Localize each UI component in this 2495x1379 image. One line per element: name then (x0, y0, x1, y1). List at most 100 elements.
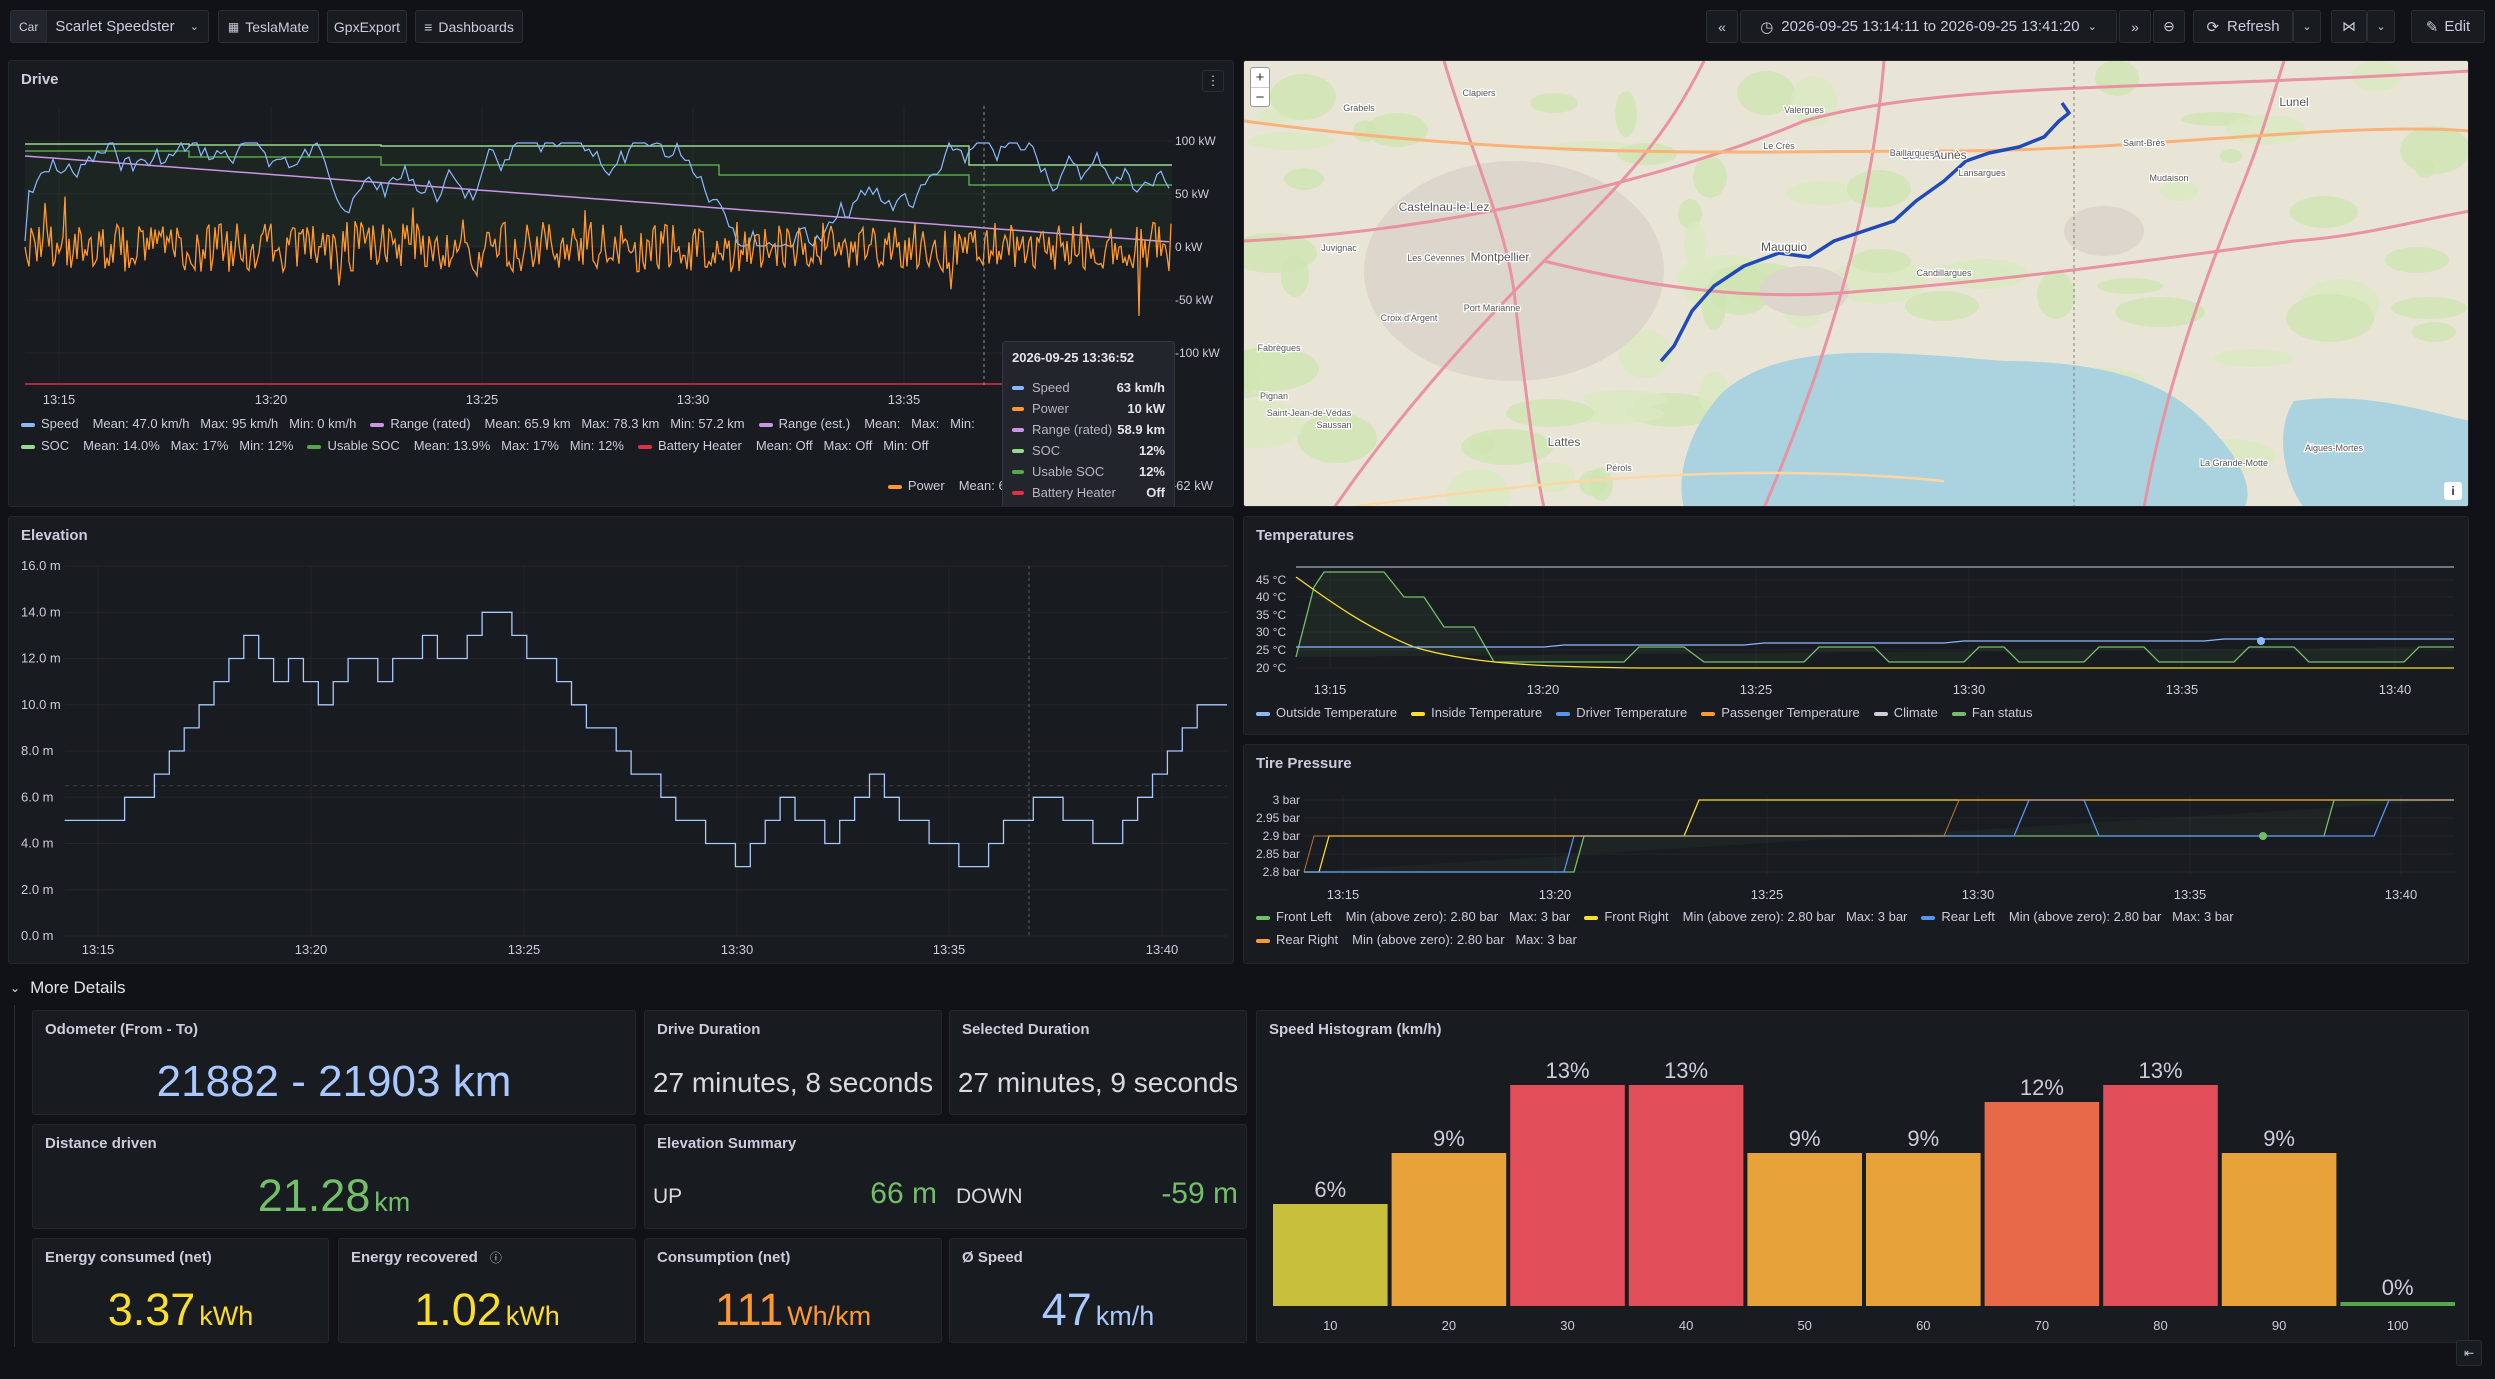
edit-button[interactable]: ✎ Edit (2411, 10, 2485, 43)
tooltip-label: Power (1032, 401, 1069, 416)
consumption-stat: Consumption (net) 111 Wh/km (644, 1238, 942, 1343)
x-tick-label: 13:35 (888, 392, 921, 407)
legend-item[interactable]: Front Left Min (above zero): 2.80 bar Max… (1256, 909, 1570, 924)
map-vegetation (2400, 126, 2468, 174)
histogram-category-label: 10 (1323, 1318, 1337, 1333)
map-zoom-out-button[interactable]: − (1255, 89, 1265, 106)
chevron-down-icon: ⌄ (10, 981, 21, 995)
legend-item[interactable]: Driver Temperature (1556, 705, 1687, 720)
tooltip-value: 10 kW (1127, 401, 1165, 416)
map-place-label: Pérols (1606, 463, 1632, 473)
share-dropdown[interactable]: ⌄ (2367, 10, 2395, 43)
legend-name: Passenger Temperature (1721, 705, 1860, 720)
grid-icon: ▦ (227, 19, 240, 34)
power-line (24, 196, 1172, 317)
fan-status-line (1295, 571, 2454, 663)
share-button[interactable]: ⋈ (2331, 10, 2367, 43)
distance-value: 21.28 (257, 1170, 371, 1221)
temperatures-chart[interactable]: 45 °C 40 °C 35 °C 30 °C 25 °C 20 °C 13:15 13:20… (1244, 517, 2469, 735)
link-dashboards[interactable]: ≡ Dashboards (415, 10, 523, 43)
map-vegetation (1469, 436, 1495, 454)
legend-item[interactable]: Range (est.) Mean: Max: Min: (758, 416, 975, 431)
legend-item[interactable]: Range (rated) Mean: 65.9 km Max: 78.3 km … (370, 416, 745, 431)
histogram-bar[interactable] (1628, 1085, 1744, 1306)
share-icon: ⋈ (2342, 18, 2356, 34)
legend-stats: Mean: 14.0% Max: 17% Min: 12% (83, 438, 294, 453)
odometer-stat: Odometer (From - To) 21882 - 21903 km (32, 1010, 636, 1115)
x-tick-label: 13:30 (677, 392, 710, 407)
histogram-bar-label: 6% (1314, 1177, 1346, 1202)
map-panel[interactable]: Lunel Saint-Aunès Mauguio Montpellier Castel… (1243, 60, 2469, 507)
time-shift-forward-button[interactable]: » (2119, 10, 2151, 43)
tooltip-label: Speed (1032, 380, 1070, 395)
tooltip-swatch (1012, 469, 1024, 474)
y-tick-label: 16.0 m (21, 558, 61, 573)
histogram-bar[interactable] (1747, 1153, 1862, 1306)
legend-item[interactable]: Passenger Temperature (1701, 705, 1860, 720)
tooltip-row: Speed 63 km/h (1012, 377, 1165, 398)
tire-pressure-chart[interactable]: 3 bar 2.95 bar 2.9 bar 2.85 bar 2.8 bar 13:15… (1244, 745, 2469, 964)
legend-stats: Mean: Max: Min: (864, 416, 975, 431)
legend-item[interactable]: Climate (1873, 705, 1938, 720)
car-variable-label: Car (11, 11, 48, 42)
map-zoom-in-button[interactable]: + (1251, 68, 1269, 88)
legend-item[interactable]: Speed Mean: 47.0 km/h Max: 95 km/h Min: 0… (21, 416, 356, 431)
zoom-out-time-button[interactable]: ⊖ (2153, 10, 2185, 43)
legend-item[interactable]: Rear Right Min (above zero): 2.80 bar Max… (1256, 932, 1577, 947)
energy-recovered-title-wrap: Energy recovered ⓘ (351, 1249, 502, 1266)
elevation-chart[interactable]: 16.0 m 14.0 m 12.0 m 10.0 m 8.0 m 6.0 m 4.0 m 2… (9, 517, 1234, 964)
map-urban-area (1759, 266, 1849, 316)
legend-item[interactable]: SOC Mean: 14.0% Max: 17% Min: 12% (21, 438, 293, 453)
drive-chart[interactable]: 100 kW 50 kW 0 kW -50 kW -100 kW 13:15 13:20 13… (9, 61, 1234, 507)
map-canvas[interactable]: Lunel Saint-Aunès Mauguio Montpellier Castel… (1244, 61, 2469, 507)
map-place-label: Saint-Brès (2123, 138, 2166, 148)
map-place-label: Aigues-Mortes (2305, 443, 2364, 453)
map-attribution-button[interactable]: i (2444, 482, 2462, 500)
histogram-bar[interactable] (1391, 1153, 1507, 1306)
legend-item[interactable]: Inside Temperature (1411, 705, 1542, 720)
more-details-row-toggle[interactable]: ⌄ More Details (10, 978, 125, 998)
panel-menu-button[interactable]: ⋮ (1202, 70, 1224, 92)
soc-area (25, 144, 1172, 247)
time-range-picker[interactable]: ◷ 2026-09-25 13:14:11 to 2026-09-25 13:4… (1740, 10, 2117, 43)
y-tick-label: 2.9 bar (1263, 829, 1300, 843)
histogram-bar[interactable] (2340, 1302, 2455, 1306)
x-tick-label: 13:25 (1740, 682, 1773, 697)
y-tick-label: 2.85 bar (1256, 847, 1300, 861)
map-vegetation (1737, 71, 1795, 115)
map-place-label: Port Marianne (1464, 303, 1521, 313)
refresh-interval-dropdown[interactable]: ⌄ (2293, 10, 2321, 43)
x-tick-label: 13:35 (2166, 682, 2199, 697)
time-shift-back-button[interactable]: « (1706, 10, 1738, 43)
legend-item[interactable]: Rear Left Min (above zero): 2.80 bar Max:… (1921, 909, 2234, 924)
legend-item[interactable]: Front Right Min (above zero): 2.80 bar Ma… (1584, 909, 1907, 924)
map-vegetation (1684, 221, 1706, 267)
legend-name: Driver Temperature (1576, 705, 1688, 720)
usable-soc-line (25, 150, 1172, 186)
histogram-bar[interactable] (1866, 1153, 1981, 1306)
legend-item[interactable]: Fan status (1951, 705, 2033, 720)
histogram-bar[interactable] (1273, 1204, 1388, 1306)
histogram-bar[interactable] (1510, 1085, 1625, 1306)
legend-item[interactable]: Battery Heater Mean: Off Max: Off Min: Of… (637, 438, 928, 453)
histogram-bar[interactable] (1984, 1102, 2100, 1306)
collapse-sidebar-button[interactable]: ⇤ (2456, 1340, 2482, 1366)
info-icon[interactable]: ⓘ (489, 1251, 502, 1265)
speed-histogram-chart[interactable]: 6% 10 9% 20 13% 30 13% 40 9% 50 9% 60 12% 70 13% 80 9% 90… (1257, 1011, 2469, 1343)
refresh-button[interactable]: ⟳ Refresh (2193, 10, 2293, 43)
tooltip-time: 2026-09-25 13:36:52 (1012, 350, 1135, 365)
car-variable-select[interactable]: Car Scarlet Speedster ⌄ (10, 10, 209, 43)
link-gpxexport[interactable]: GpxExport (327, 10, 407, 43)
y-tick-label: 30 °C (1256, 625, 1286, 639)
map-zoom-controls: + − (1250, 67, 1270, 107)
legend-swatch (1256, 915, 1270, 920)
map-vegetation (1617, 143, 1677, 165)
legend-item[interactable]: Outside Temperature (1256, 705, 1397, 720)
distance-title: Distance driven (45, 1135, 157, 1152)
histogram-category-label: 20 (1442, 1318, 1456, 1333)
link-teslamate[interactable]: ▦ TeslaMate (218, 10, 319, 43)
legend-item[interactable]: Usable SOC Mean: 13.9% Max: 17% Min: 12% (307, 438, 624, 453)
speed-line (24, 141, 1170, 248)
histogram-bar[interactable] (2221, 1153, 2337, 1306)
histogram-bar[interactable] (2103, 1085, 2218, 1306)
